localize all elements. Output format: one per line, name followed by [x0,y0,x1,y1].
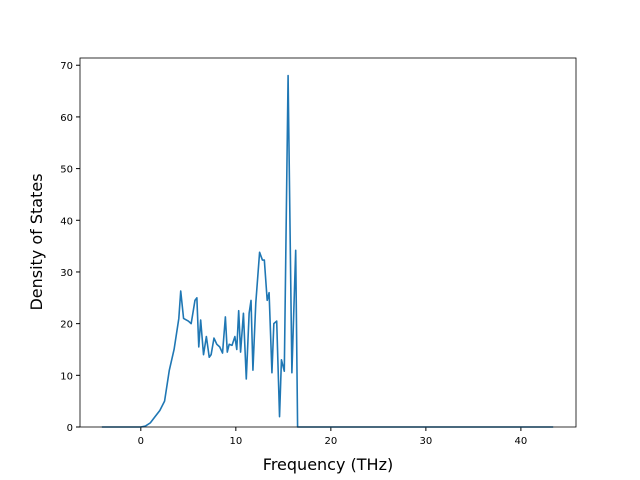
y-tick-label: 40 [60,216,73,227]
y-tick-label: 0 [67,423,73,434]
x-tick-label: 40 [515,436,528,447]
y-tick-label: 10 [60,371,73,382]
y-axis-label: Density of States [27,173,46,310]
x-tick-label: 0 [138,436,144,447]
x-tick-label: 30 [420,436,433,447]
y-tick-label: 70 [60,61,73,72]
y-tick-label: 20 [60,320,73,331]
y-tick-label: 50 [60,165,73,176]
y-tick-label: 60 [60,113,73,124]
y-tick-label: 30 [60,268,73,279]
x-tick-label: 10 [229,436,242,447]
x-tick-label: 20 [324,436,337,447]
plot-frame [79,57,577,428]
line-series [101,74,554,428]
x-axis-label: Frequency (THz) [263,455,393,474]
